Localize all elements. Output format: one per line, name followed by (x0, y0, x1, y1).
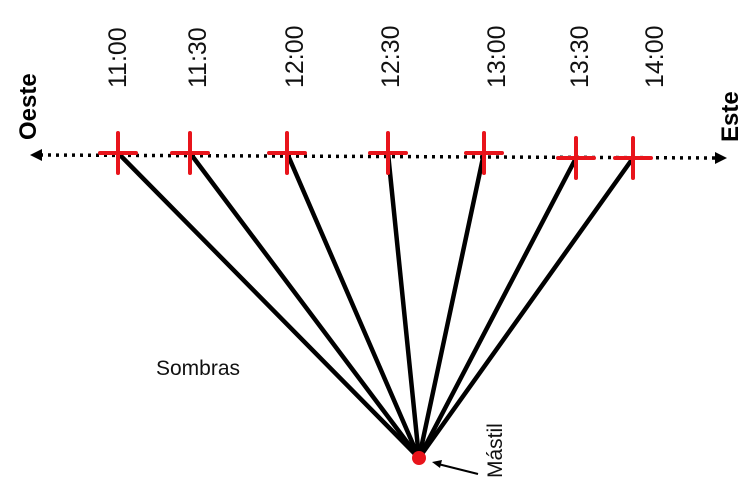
time-label-1230: 12:30 (377, 25, 405, 88)
time-labels: 11:00 11:30 12:00 12:30 13:00 13:30 14:0… (104, 25, 669, 88)
shadow-tip-markers (98, 131, 653, 180)
time-label-1200: 12:00 (281, 25, 309, 88)
shadow-line-1300 (416, 150, 487, 461)
time-label-1330: 13:30 (566, 25, 594, 88)
mast-pointer-arrow (432, 460, 479, 475)
shadow-line-1200 (284, 150, 422, 461)
shadow-line-1230 (385, 150, 422, 461)
marker-1100 (98, 131, 138, 175)
mast-point (412, 451, 426, 465)
shadow-line-1100 (115, 150, 422, 461)
east-west-axis (30, 149, 727, 164)
shadow-line-1400 (416, 155, 636, 461)
shadow-lines (115, 150, 636, 461)
east-label: Este (717, 91, 741, 142)
marker-1130 (170, 131, 210, 175)
marker-1200 (267, 131, 307, 175)
marker-1330 (556, 136, 596, 180)
axis-line (39, 153, 717, 160)
time-label-1100: 11:00 (104, 27, 132, 88)
time-label-1300: 13:00 (483, 25, 511, 88)
marker-1300 (464, 131, 504, 175)
mast-label: Mástil (484, 423, 507, 478)
shadow-line-1130 (187, 150, 422, 461)
shadow-line-1330 (416, 155, 579, 461)
marker-1230 (368, 131, 408, 175)
marker-1400 (613, 136, 653, 180)
time-label-1400: 14:00 (641, 25, 669, 88)
shadows-label: Sombras (156, 357, 240, 380)
west-arrowhead (30, 149, 42, 161)
time-label-1130: 11:30 (184, 27, 212, 88)
west-label: Oeste (15, 73, 42, 140)
east-arrowhead (715, 152, 727, 164)
